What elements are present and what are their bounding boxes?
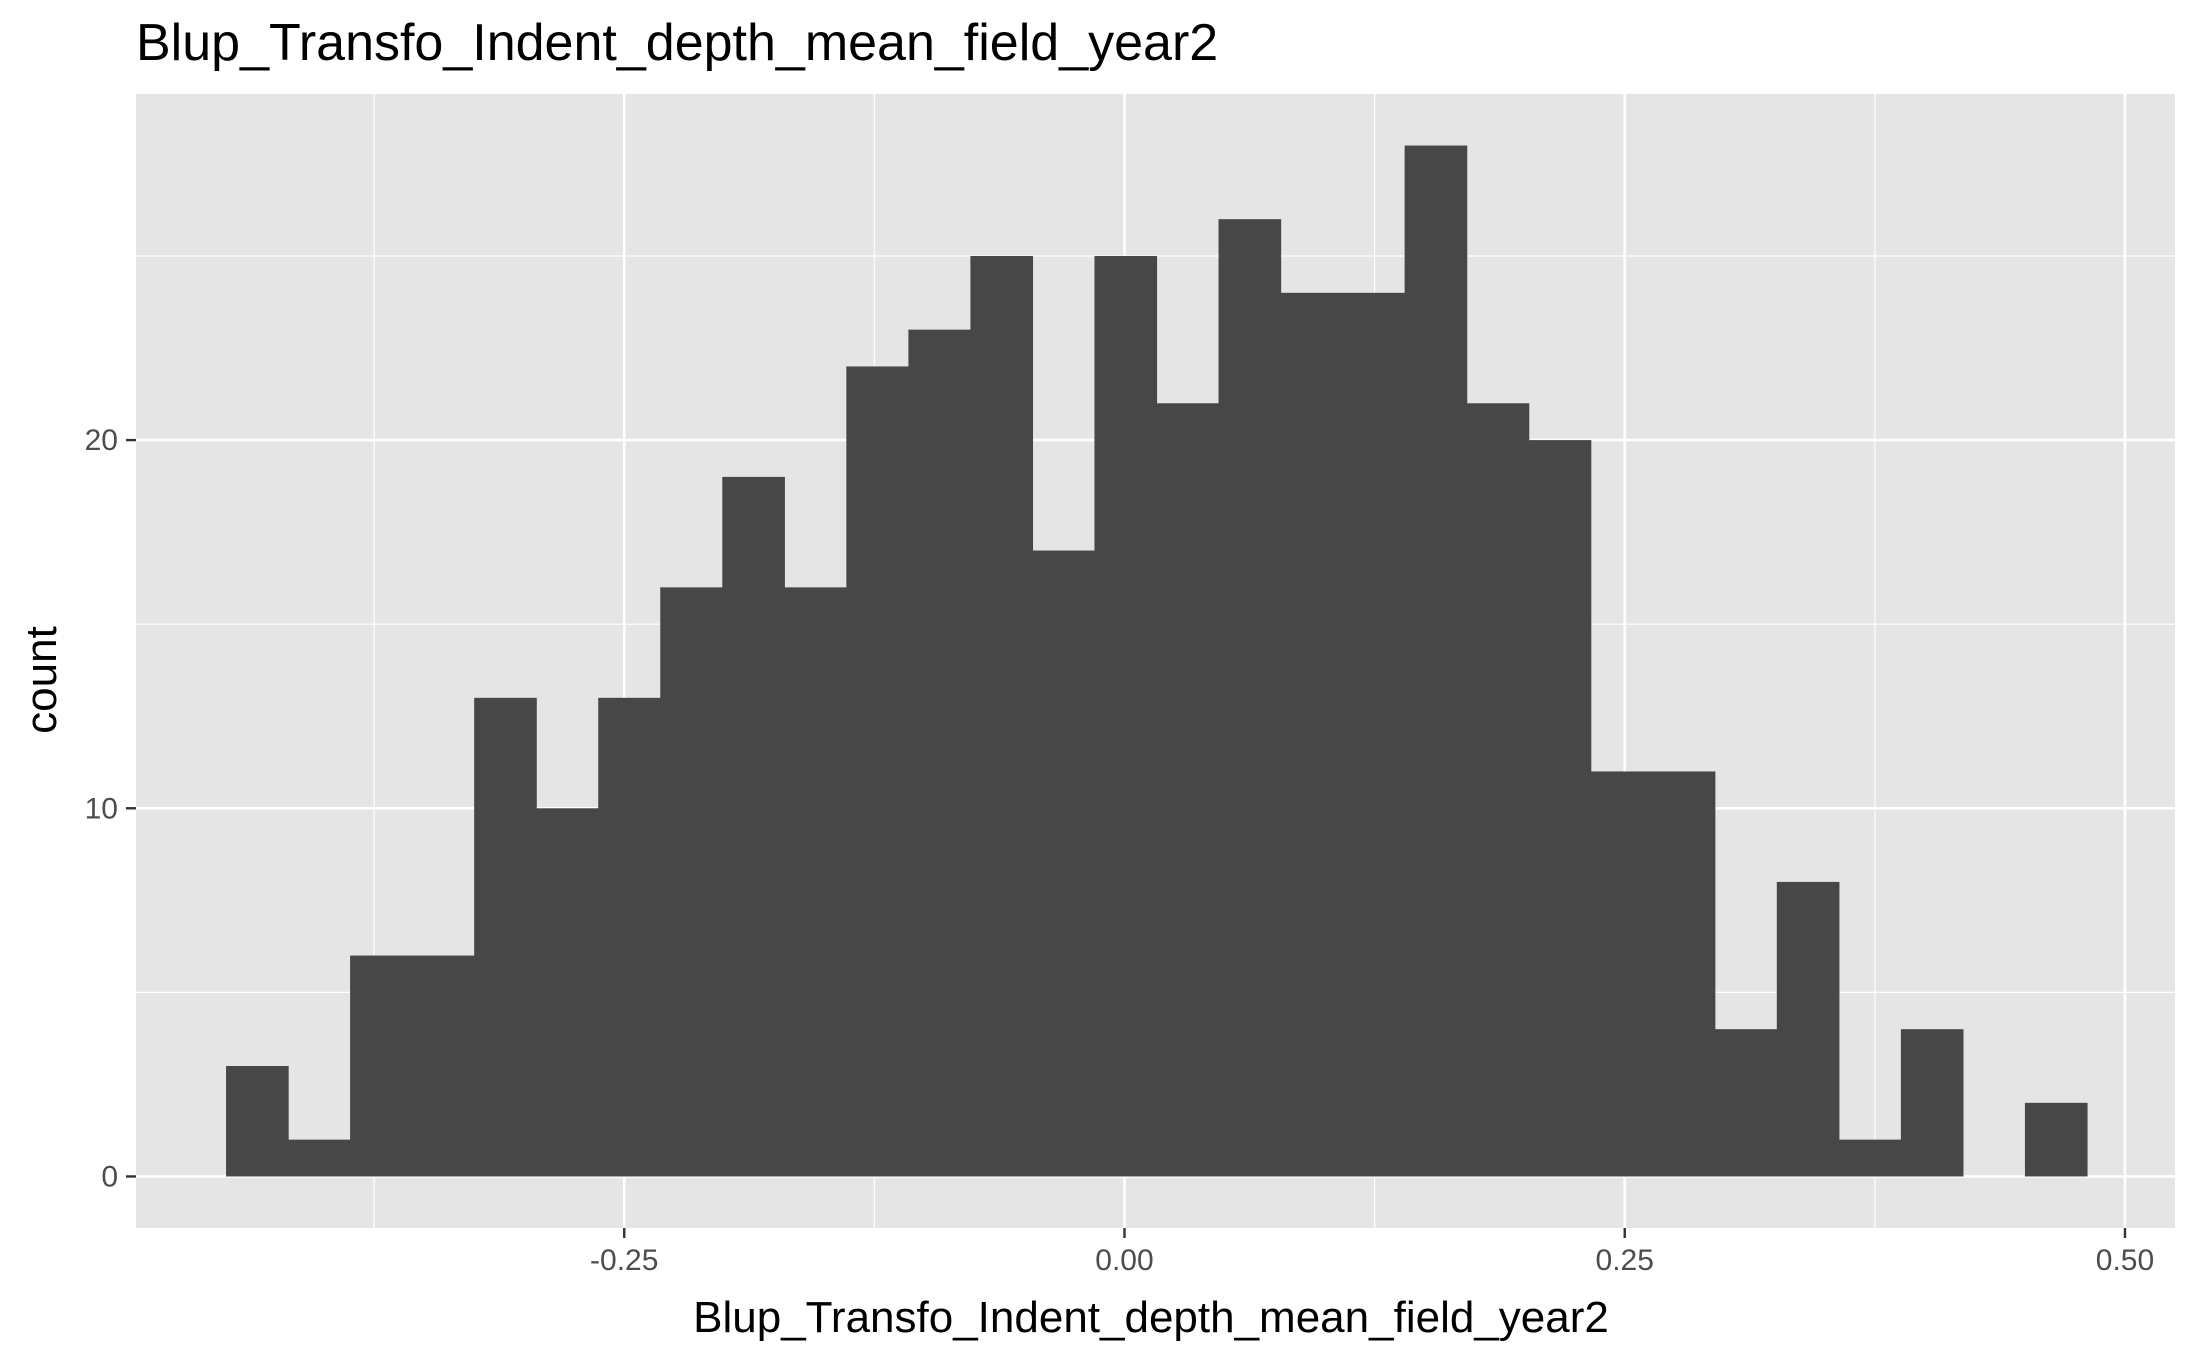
histogram-bar (598, 697, 661, 1177)
histogram-bar (784, 587, 847, 1177)
histogram-bar (1900, 1029, 1964, 1177)
x-axis-title: Blup_Transfo_Indent_depth_mean_field_yea… (693, 1293, 1609, 1342)
x-tick-label: 0.25 (1596, 1244, 1654, 1277)
histogram-bar (1094, 256, 1158, 1177)
histogram-bar (1032, 550, 1096, 1177)
histogram-bar (1466, 403, 1530, 1177)
y-axis: 0 10 20 (85, 424, 136, 1193)
histogram-bar (1776, 881, 1840, 1177)
histogram-bar (536, 808, 599, 1177)
histogram-bar (412, 955, 475, 1177)
histogram-bar (908, 329, 972, 1177)
x-axis: -0.25 0.00 0.25 0.50 (590, 1228, 2154, 1277)
histogram-bar (660, 587, 723, 1177)
histogram-bar (1528, 440, 1592, 1177)
histogram-bars (226, 145, 2088, 1177)
histogram-bar (1218, 219, 1282, 1177)
histogram-bar (1404, 145, 1468, 1177)
histogram-bar (474, 697, 537, 1177)
x-tick-label: 0.50 (2096, 1244, 2154, 1277)
histogram-bar (970, 256, 1034, 1177)
y-axis-title: count (17, 626, 66, 734)
y-tick-label: 0 (101, 1160, 118, 1193)
histogram-bar (1714, 1029, 1778, 1177)
histogram-bar (722, 476, 785, 1177)
histogram-bar (350, 955, 413, 1177)
histogram-bar (1342, 292, 1406, 1177)
x-tick-label: -0.25 (590, 1244, 658, 1277)
histogram-bar (1280, 292, 1344, 1177)
histogram-bar (1652, 771, 1716, 1177)
chart-title: Blup_Transfo_Indent_depth_mean_field_yea… (136, 14, 1218, 72)
histogram-bar (846, 366, 909, 1177)
histogram-bar (1838, 1139, 1902, 1177)
y-tick-label: 20 (85, 424, 118, 457)
histogram-bar (1590, 771, 1654, 1177)
histogram-bar (2024, 1102, 2088, 1177)
histogram-bar (288, 1139, 351, 1177)
histogram-bar (226, 1066, 289, 1177)
histogram-bar (1156, 403, 1220, 1177)
x-tick-label: 0.00 (1095, 1244, 1153, 1277)
y-tick-label: 10 (85, 792, 118, 825)
